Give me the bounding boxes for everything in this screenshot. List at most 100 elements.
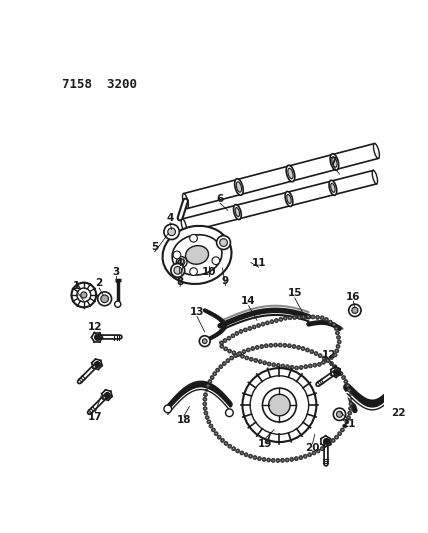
Circle shape <box>205 389 208 391</box>
Circle shape <box>309 454 311 456</box>
Text: 6: 6 <box>217 193 224 204</box>
Ellipse shape <box>322 356 326 360</box>
Ellipse shape <box>332 322 336 327</box>
Circle shape <box>330 362 333 365</box>
Ellipse shape <box>272 363 276 367</box>
Circle shape <box>289 317 291 319</box>
Circle shape <box>257 324 260 327</box>
Circle shape <box>348 389 351 391</box>
Circle shape <box>241 452 243 454</box>
Circle shape <box>230 357 233 359</box>
Circle shape <box>350 403 352 405</box>
Ellipse shape <box>208 379 212 384</box>
Circle shape <box>275 319 278 322</box>
Circle shape <box>217 236 230 249</box>
Circle shape <box>268 459 270 461</box>
Text: 19: 19 <box>258 439 272 449</box>
Circle shape <box>262 323 264 325</box>
Circle shape <box>313 452 315 454</box>
Text: 17: 17 <box>88 411 103 422</box>
Circle shape <box>244 329 247 331</box>
Circle shape <box>208 421 210 423</box>
Text: 12: 12 <box>322 350 337 360</box>
Ellipse shape <box>335 349 339 353</box>
Circle shape <box>277 364 279 367</box>
Ellipse shape <box>316 316 320 319</box>
Circle shape <box>205 412 207 414</box>
Ellipse shape <box>231 334 235 338</box>
Ellipse shape <box>288 316 292 320</box>
Circle shape <box>77 288 91 302</box>
Circle shape <box>300 366 302 369</box>
Circle shape <box>204 398 206 400</box>
Circle shape <box>266 322 269 324</box>
Ellipse shape <box>265 321 269 325</box>
Circle shape <box>228 337 230 340</box>
Ellipse shape <box>330 356 333 360</box>
Circle shape <box>264 361 266 364</box>
Circle shape <box>229 350 231 352</box>
Circle shape <box>246 357 248 359</box>
Circle shape <box>242 368 316 442</box>
Circle shape <box>243 350 245 353</box>
Ellipse shape <box>338 432 342 435</box>
Circle shape <box>211 376 213 379</box>
Ellipse shape <box>234 205 241 220</box>
Ellipse shape <box>235 332 239 335</box>
Ellipse shape <box>252 325 256 329</box>
Circle shape <box>220 239 227 246</box>
Ellipse shape <box>204 411 208 415</box>
Ellipse shape <box>206 384 210 387</box>
Circle shape <box>255 359 257 361</box>
Ellipse shape <box>336 344 340 348</box>
Text: 2: 2 <box>95 278 103 288</box>
Ellipse shape <box>333 353 337 357</box>
Circle shape <box>345 381 347 383</box>
Text: 1: 1 <box>72 281 80 290</box>
Circle shape <box>291 366 293 369</box>
Circle shape <box>293 316 296 319</box>
Circle shape <box>349 393 351 396</box>
Ellipse shape <box>310 350 314 353</box>
Circle shape <box>349 304 361 317</box>
Ellipse shape <box>299 366 303 369</box>
Ellipse shape <box>203 393 208 397</box>
Ellipse shape <box>344 379 348 384</box>
Circle shape <box>391 394 395 399</box>
Circle shape <box>297 346 300 349</box>
Ellipse shape <box>271 458 275 462</box>
Circle shape <box>224 348 227 350</box>
Ellipse shape <box>274 319 278 322</box>
Ellipse shape <box>281 458 285 463</box>
Ellipse shape <box>269 343 273 348</box>
Circle shape <box>261 345 263 348</box>
Ellipse shape <box>244 328 247 332</box>
Circle shape <box>312 316 314 318</box>
Circle shape <box>325 318 327 321</box>
Text: 14: 14 <box>241 296 256 306</box>
Circle shape <box>342 376 345 379</box>
Ellipse shape <box>306 314 310 319</box>
Ellipse shape <box>372 171 377 184</box>
Ellipse shape <box>220 439 224 442</box>
Circle shape <box>225 442 227 445</box>
Ellipse shape <box>234 354 238 358</box>
Circle shape <box>256 346 259 349</box>
Circle shape <box>304 455 306 457</box>
Circle shape <box>281 459 284 462</box>
Circle shape <box>250 376 309 434</box>
Ellipse shape <box>324 444 328 448</box>
Circle shape <box>322 361 325 364</box>
Circle shape <box>259 360 262 363</box>
Ellipse shape <box>311 315 315 319</box>
Circle shape <box>348 412 351 414</box>
Ellipse shape <box>228 444 232 448</box>
Ellipse shape <box>326 358 330 362</box>
Circle shape <box>291 458 293 461</box>
Ellipse shape <box>172 235 222 275</box>
Circle shape <box>210 425 212 427</box>
Ellipse shape <box>258 457 262 461</box>
Ellipse shape <box>230 356 234 360</box>
Text: 16: 16 <box>346 292 360 302</box>
Ellipse shape <box>312 451 316 455</box>
